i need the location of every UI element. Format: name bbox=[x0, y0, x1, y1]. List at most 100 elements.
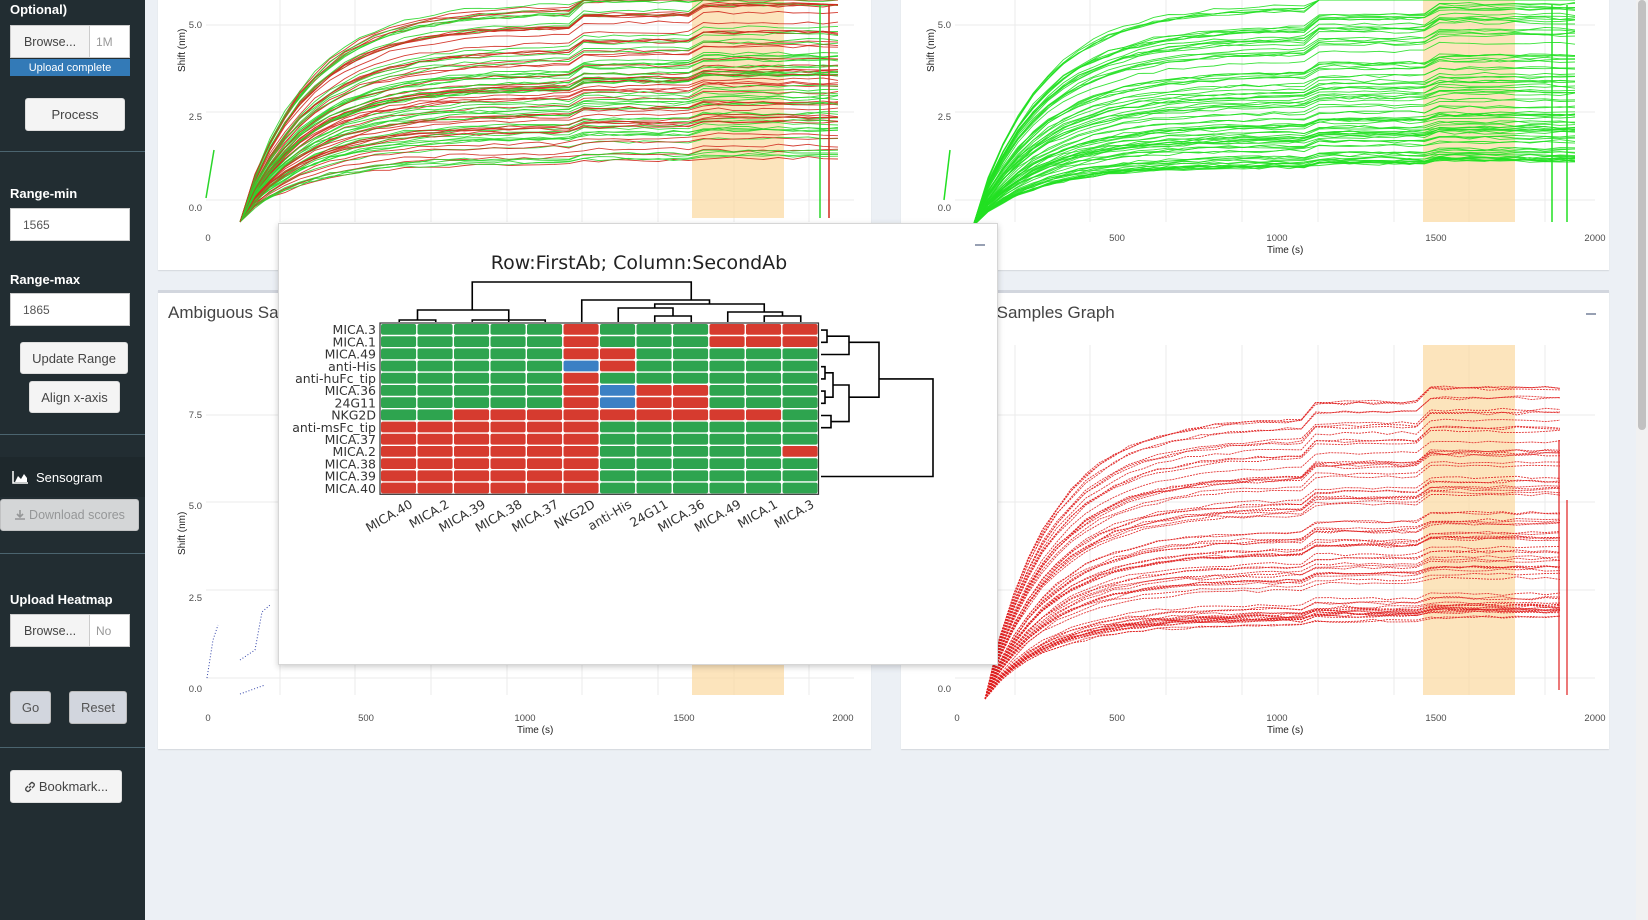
sensor-trace bbox=[984, 426, 1561, 700]
sensor-trace bbox=[972, 1, 1576, 227]
range-max-input[interactable]: 1865 bbox=[10, 293, 130, 326]
sensor-trace bbox=[972, 83, 1576, 227]
sensor-trace bbox=[972, 12, 1576, 227]
heatmap-cell bbox=[527, 348, 563, 360]
x-tick-label: 1000 bbox=[1266, 713, 1288, 724]
align-x-axis-button[interactable]: Align x-axis bbox=[29, 381, 120, 413]
dendrogram-branch bbox=[617, 307, 674, 322]
sensor-trace bbox=[984, 453, 1561, 700]
browse-button-1[interactable]: Browse... bbox=[10, 25, 90, 58]
reset-button[interactable]: Reset bbox=[69, 691, 127, 724]
heatmap-cell bbox=[490, 446, 526, 457]
sensor-trace bbox=[984, 452, 1561, 700]
sensor-trace bbox=[984, 604, 1561, 700]
heatmap-cell bbox=[417, 421, 453, 433]
sensor-trace bbox=[972, 120, 1576, 227]
dendrogram-branch bbox=[831, 384, 850, 423]
bookmark-button[interactable]: Bookmark... bbox=[10, 770, 122, 803]
heatmap-cell bbox=[381, 360, 417, 372]
heatmap-cell bbox=[454, 421, 490, 433]
heatmap-cell bbox=[636, 421, 672, 433]
heatmap-cell bbox=[490, 397, 526, 408]
sensor-trace bbox=[972, 67, 1576, 227]
divider bbox=[0, 434, 145, 435]
heatmap-cell bbox=[636, 360, 672, 372]
heatmap-cell bbox=[673, 385, 709, 396]
sensor-trace bbox=[239, 54, 839, 223]
heatmap-cell bbox=[709, 372, 745, 384]
upload-progress-bar: Upload complete bbox=[10, 59, 130, 76]
sensor-trace bbox=[239, 0, 838, 223]
heatmap-cell bbox=[782, 433, 818, 445]
heatmap-cell bbox=[563, 446, 599, 457]
row-label: 24G11 bbox=[335, 395, 377, 410]
heatmap-cell bbox=[381, 458, 417, 469]
file-upload-2[interactable]: Browse... No bbox=[10, 614, 130, 647]
sensor-trace bbox=[984, 608, 1561, 700]
sensor-trace bbox=[984, 565, 1561, 700]
heatmap-cell bbox=[673, 336, 709, 347]
heatmap-cell bbox=[527, 470, 563, 482]
heatmap-cell bbox=[417, 470, 453, 482]
heatmap-cell bbox=[527, 397, 563, 408]
heatmap-cell bbox=[600, 470, 636, 482]
heatmap-cell bbox=[709, 348, 745, 360]
file-upload-1[interactable]: Browse... 1M bbox=[10, 25, 130, 58]
menu-item-sensogram[interactable]: Sensogram bbox=[0, 457, 145, 497]
sensor-trace bbox=[972, 16, 1576, 227]
sensor-trace bbox=[239, 125, 839, 223]
sensor-trace bbox=[972, 6, 1576, 227]
heatmap-cell bbox=[673, 397, 709, 408]
sensor-trace bbox=[984, 475, 1561, 700]
process-button[interactable]: Process bbox=[25, 98, 125, 131]
collapse-icon[interactable] bbox=[1586, 313, 1596, 315]
column-label: MICA.1 bbox=[735, 496, 780, 531]
sensor-trace bbox=[984, 531, 1561, 700]
divider bbox=[0, 151, 145, 152]
sensor-trace bbox=[984, 521, 1561, 700]
update-range-button[interactable]: Update Range bbox=[20, 342, 128, 374]
heatmap-cell bbox=[746, 433, 782, 445]
heatmap-cell bbox=[782, 397, 818, 408]
sensor-trace bbox=[239, 115, 838, 223]
heatmap-cell bbox=[417, 446, 453, 457]
sensor-trace bbox=[984, 511, 1561, 700]
range-min-input[interactable]: 1565 bbox=[10, 208, 130, 241]
sensor-trace bbox=[239, 113, 839, 223]
heatmap-cell bbox=[454, 360, 490, 372]
sensor-trace bbox=[972, 128, 1576, 227]
sensor-trace bbox=[239, 94, 838, 223]
heatmap-cell bbox=[782, 336, 818, 347]
page-scrollbar[interactable] bbox=[1636, 0, 1648, 920]
sensor-trace bbox=[972, 147, 1575, 227]
sensogram-label: Sensogram bbox=[36, 469, 103, 485]
dendrogram-branch bbox=[849, 341, 880, 398]
go-button[interactable]: Go bbox=[10, 691, 51, 724]
sensor-trace bbox=[972, 92, 1576, 227]
sensor-trace bbox=[984, 602, 1561, 700]
download-scores-button[interactable]: Download scores bbox=[0, 499, 139, 531]
heatmap-cell bbox=[381, 409, 417, 421]
heatmap-cell bbox=[563, 385, 599, 396]
sensor-trace bbox=[239, 88, 839, 223]
heatmap-cell bbox=[600, 421, 636, 433]
sensor-trace bbox=[239, 68, 839, 223]
column-label: MICA.3 bbox=[771, 496, 816, 531]
collapse-icon[interactable] bbox=[975, 244, 985, 246]
sensor-trace bbox=[972, 15, 1576, 227]
heatmap-cell bbox=[454, 397, 490, 408]
x-tick-label: 1500 bbox=[673, 713, 695, 724]
heatmap-cell bbox=[454, 458, 490, 469]
scrollbar-thumb[interactable] bbox=[1638, 0, 1646, 430]
dendrogram-branch bbox=[821, 329, 828, 344]
sensor-trace bbox=[984, 603, 1561, 700]
heatmap-popup[interactable]: Row:FirstAb; Column:SecondAb MICA.3 MICA.… bbox=[278, 223, 998, 665]
sensor-trace bbox=[984, 410, 1561, 700]
browse-button-2[interactable]: Browse... bbox=[10, 614, 90, 647]
x-tick-label: 500 bbox=[1109, 233, 1125, 244]
sensor-trace bbox=[972, 76, 1576, 227]
sensor-trace bbox=[984, 396, 1561, 700]
sensor-trace bbox=[239, 41, 839, 223]
divider bbox=[0, 553, 145, 554]
